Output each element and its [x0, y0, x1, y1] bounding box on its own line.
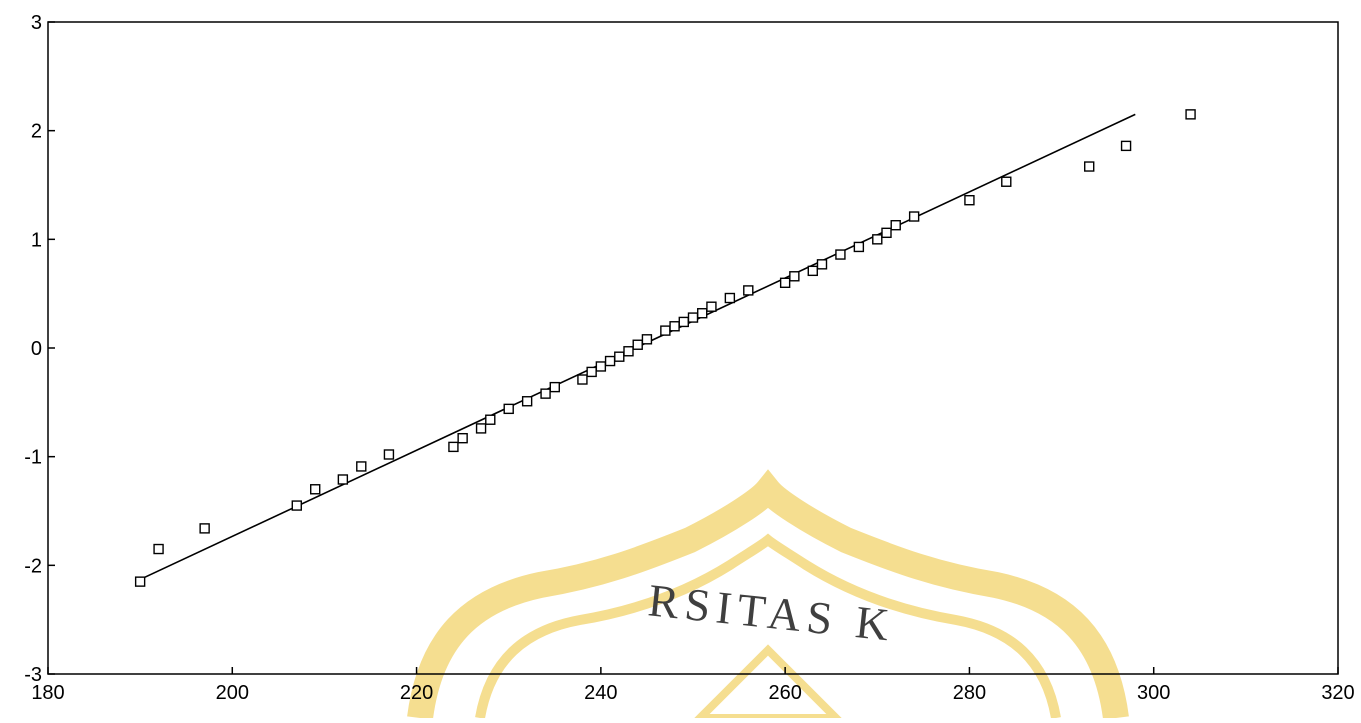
- data-point: [835, 249, 846, 260]
- x-tick-label: 320: [1321, 682, 1354, 704]
- data-point: [881, 227, 892, 239]
- data-point: [807, 265, 818, 277]
- data-point: [706, 301, 717, 312]
- data-point: [872, 234, 883, 245]
- data-point: [448, 441, 459, 453]
- data-point: [577, 374, 588, 385]
- x-tick-label: 300: [1137, 682, 1170, 704]
- y-tick-label: -3: [24, 664, 42, 686]
- data-point: [153, 543, 164, 555]
- data-point: [595, 361, 607, 372]
- data-point: [134, 576, 146, 587]
- data-point: [540, 388, 551, 399]
- data-point: [1185, 109, 1196, 120]
- data-point: [697, 308, 708, 319]
- x-tick-label: 180: [31, 682, 64, 704]
- data-point: [660, 325, 671, 336]
- data-point: [908, 211, 920, 222]
- data-point: [614, 351, 625, 362]
- data-point: [641, 334, 653, 345]
- data-point: [586, 366, 597, 378]
- data-point: [475, 423, 487, 434]
- data-point: [623, 346, 634, 357]
- data-point: [632, 339, 643, 350]
- data-point: [678, 316, 689, 328]
- data-point: [779, 277, 791, 288]
- data-point: [604, 355, 616, 367]
- watermark-text: RSITAS K: [646, 574, 898, 651]
- plot-frame: [47, 21, 1339, 675]
- data-point: [816, 259, 828, 270]
- data-point: [521, 396, 533, 407]
- data-point: [383, 449, 395, 460]
- x-tick-label: 260: [768, 682, 801, 704]
- data-point: [291, 500, 302, 511]
- data-point: [310, 484, 321, 495]
- x-tick-label: 220: [400, 682, 433, 704]
- data-point: [199, 523, 210, 534]
- data-point: [485, 414, 496, 425]
- data-point: [1084, 161, 1095, 172]
- data-point: [669, 321, 680, 332]
- y-tick-label: -1: [24, 447, 42, 469]
- data-point: [457, 432, 468, 444]
- data-point: [724, 292, 736, 304]
- data-points: [134, 109, 1196, 587]
- data-point: [789, 271, 800, 282]
- data-point: [356, 461, 367, 472]
- watermark-seal: RSITAS K: [407, 469, 1129, 722]
- y-tick-label: 1: [31, 229, 42, 251]
- data-point: [1001, 176, 1012, 187]
- axis-ticks: 180 200 220 240 260 280 300 320 -3 -2 -1 0 1 2 3: [24, 12, 1354, 704]
- y-tick-label: 2: [31, 121, 42, 143]
- x-tick-label: 240: [584, 682, 617, 704]
- watermark-outer-ring: [407, 469, 1129, 720]
- x-tick-label: 280: [953, 682, 986, 704]
- y-tick-label: 0: [31, 338, 42, 360]
- data-point: [1120, 140, 1132, 152]
- data-point: [337, 474, 349, 485]
- y-tick-label: 3: [31, 12, 42, 34]
- data-point: [503, 403, 514, 415]
- x-tick-label: 200: [216, 682, 249, 704]
- data-point: [549, 381, 560, 393]
- data-point: [743, 285, 754, 296]
- watermark-inner-ring: [475, 533, 1061, 719]
- y-tick-label: -2: [24, 555, 42, 577]
- data-point: [890, 220, 901, 231]
- data-point: [964, 195, 975, 206]
- data-point: [853, 241, 865, 253]
- data-point: [687, 312, 699, 323]
